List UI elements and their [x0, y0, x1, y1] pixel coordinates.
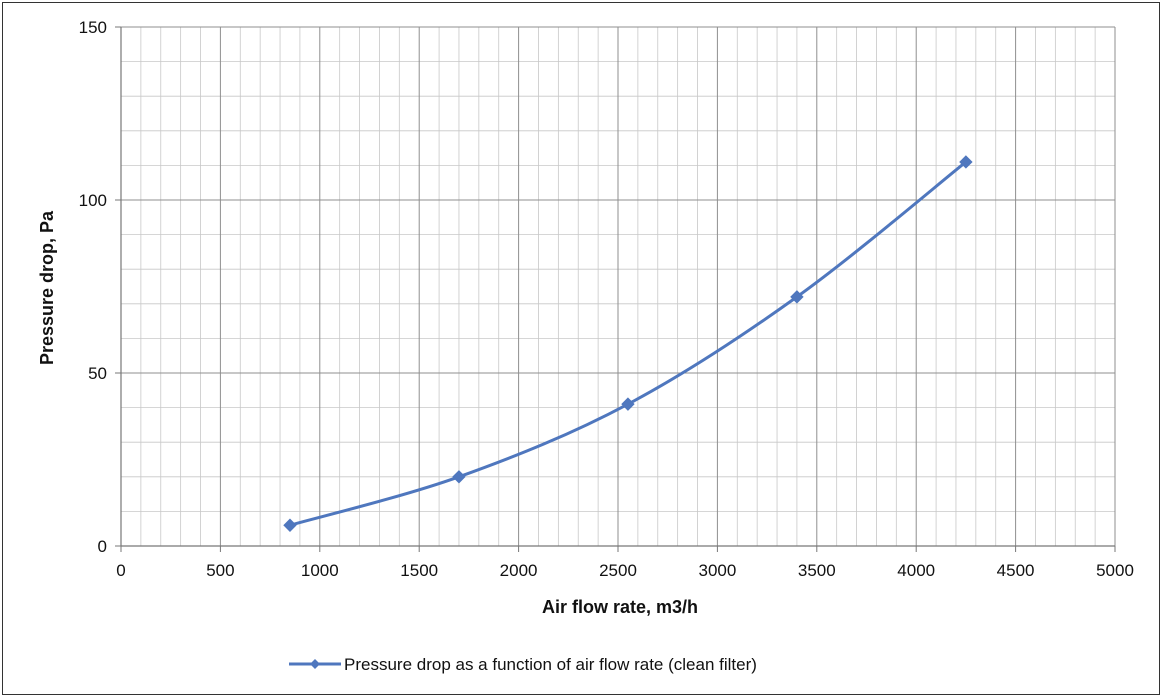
data-point-marker — [452, 470, 466, 484]
line-chart: 0 500 1000 1500 2000 2500 3000 3500 4000 4500 5000… — [37, 18, 1134, 674]
x-axis-title: Air flow rate, m3/h — [542, 597, 698, 617]
major-gridlines — [121, 26, 1116, 546]
data-point-marker — [283, 518, 297, 532]
x-tick-label: 0 — [116, 561, 125, 580]
y-tick-label: 150 — [79, 18, 107, 37]
x-tick-label: 4500 — [997, 561, 1035, 580]
x-tick-label: 2500 — [599, 561, 637, 580]
y-tick-label: 100 — [79, 191, 107, 210]
y-axis-title: Pressure drop, Pa — [37, 210, 57, 365]
x-tick-label: 2000 — [500, 561, 538, 580]
y-tick-label: 0 — [98, 537, 107, 556]
y-tick-labels: 0 50 100 150 — [79, 18, 107, 556]
x-tick-label: 1500 — [400, 561, 438, 580]
series-layer — [283, 155, 973, 532]
x-tick-label: 3000 — [698, 561, 736, 580]
data-point-marker — [621, 397, 635, 411]
x-tick-label: 3500 — [798, 561, 836, 580]
x-tick-label: 5000 — [1096, 561, 1134, 580]
x-tick-labels: 0 500 1000 1500 2000 2500 3000 3500 4000 4500 5000 — [116, 561, 1134, 580]
x-tick-label: 4000 — [897, 561, 935, 580]
legend: Pressure drop as a function of air flow … — [289, 655, 757, 674]
axes — [115, 26, 1116, 552]
y-tick-label: 50 — [88, 364, 107, 383]
series-line — [289, 160, 967, 527]
legend-entry-label: Pressure drop as a function of air flow … — [344, 655, 757, 674]
legend-marker — [310, 659, 320, 669]
data-point-marker — [959, 155, 973, 169]
x-tick-label: 1000 — [301, 561, 339, 580]
data-point-marker — [790, 290, 804, 304]
x-tick-label: 500 — [206, 561, 234, 580]
